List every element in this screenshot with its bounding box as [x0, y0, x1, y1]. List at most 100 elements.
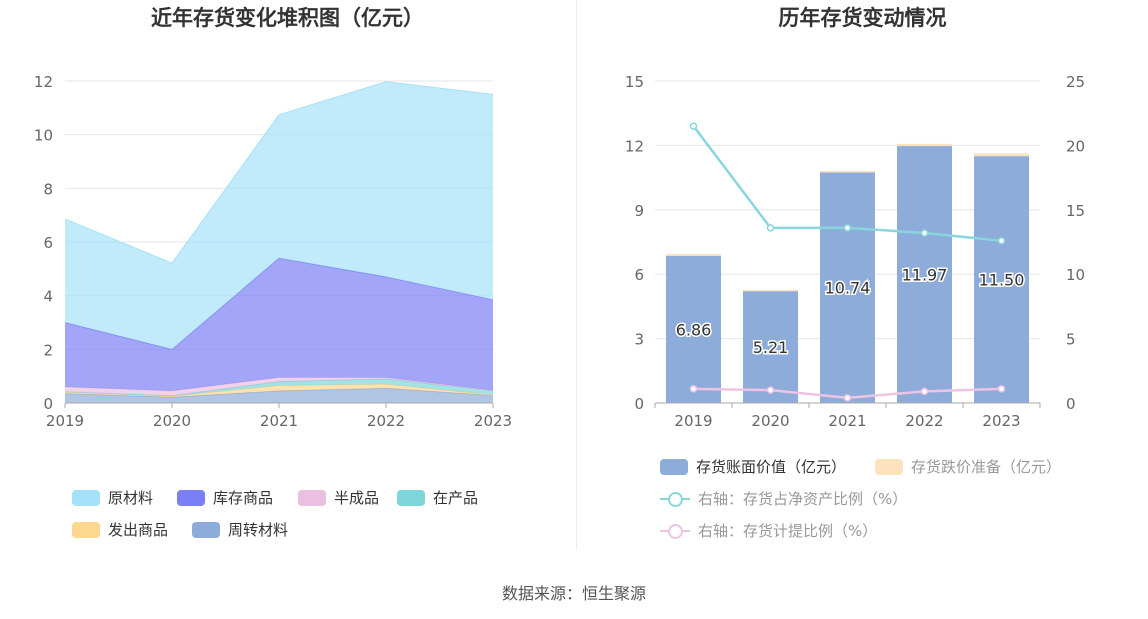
- legend-label: 原材料: [108, 489, 154, 507]
- bar-impairment: [666, 254, 721, 256]
- bar-value-label: 11.97: [902, 266, 948, 285]
- bar-book-value: [743, 291, 798, 403]
- bar-line-chart-panel: 历年存货变动情况 0 3 6 9 12 15 0 5 10 15 20 25 6.86 5.21 10.74…: [577, 0, 1148, 560]
- bar-value-label: 10.74: [825, 279, 871, 298]
- legend-line-swatch: [660, 523, 690, 539]
- bar-value-label: 5.21: [753, 338, 789, 357]
- x-tick-label: 2020: [153, 412, 191, 430]
- line-point: [689, 385, 698, 393]
- x-tick-label: 2021: [828, 412, 866, 430]
- line-point: [843, 394, 852, 402]
- y-left-tick-label: 15: [625, 73, 644, 91]
- x-tick-label: 2020: [751, 412, 789, 430]
- x-tick-label: 2022: [367, 412, 405, 430]
- y-right-tick-label: 10: [1066, 266, 1085, 284]
- x-tick-label: 2019: [46, 412, 84, 430]
- line-point: [997, 385, 1006, 393]
- legend-item-provision-ratio[interactable]: 右轴：存货计提比例（%）: [660, 520, 877, 541]
- area-库存商品: [65, 258, 493, 391]
- bar-book-value: [897, 146, 952, 403]
- bar-line-chart: 0 3 6 9 12 15 0 5 10 15 20 25 6.86 5.21 10.74 11.97 11.5…: [625, 73, 1085, 430]
- legend-label: 发出商品: [108, 521, 169, 539]
- left-chart-title: 近年存货变化堆积图（亿元）: [151, 6, 424, 30]
- bar-value-label: 6.86: [676, 320, 712, 339]
- legend-label: 右轴：存货占净资产比例（%）: [698, 490, 908, 508]
- legend-item-inventory-goods[interactable]: 库存商品: [177, 487, 273, 508]
- x-tick-label: 2022: [905, 412, 943, 430]
- area-原材料: [65, 81, 493, 350]
- right-legend: 存货账面价值（亿元） 存货跌价准备（亿元） 右轴：存货占净资产比例（%） 右轴：…: [577, 0, 1148, 560]
- y-tick-label: 2: [43, 341, 53, 359]
- y-right-tick-label: 0: [1066, 395, 1076, 413]
- area-edge-原材料: [64, 81, 494, 264]
- legend-label: 在产品: [433, 489, 479, 507]
- legend-item-semi-finished[interactable]: 半成品: [298, 487, 379, 508]
- bar-value-label: 11.50: [979, 271, 1025, 290]
- legend-item-revolving-materials[interactable]: 周转材料: [192, 519, 288, 540]
- panel-divider: [576, 0, 577, 550]
- x-tick-label: 2019: [674, 412, 712, 430]
- y-right-tick-label: 5: [1066, 331, 1076, 349]
- line-point: [766, 224, 775, 232]
- y-left-tick-label: 6: [634, 266, 644, 284]
- legend-swatch: [298, 489, 326, 506]
- legend-label: 右轴：存货计提比例（%）: [698, 522, 878, 540]
- bar-impairment: [897, 143, 952, 147]
- legend-swatch: [397, 489, 425, 506]
- legend-item-raw-materials[interactable]: 原材料: [72, 487, 153, 508]
- y-left-tick-label: 3: [634, 331, 644, 349]
- left-legend: 原材料 库存商品 半成品 在产品 发出商品 周转材料: [0, 0, 575, 560]
- y-tick-label: 0: [43, 395, 53, 413]
- legend-item-book-value[interactable]: 存货账面价值（亿元）: [660, 456, 846, 477]
- area-在产品: [65, 378, 493, 397]
- legend-item-goods-shipped[interactable]: 发出商品: [72, 519, 168, 540]
- x-tick-label: 2023: [982, 412, 1020, 430]
- legend-swatch: [177, 489, 205, 506]
- bar-book-value: [974, 156, 1029, 403]
- legend-swatch: [192, 521, 220, 538]
- line-point: [843, 224, 852, 232]
- legend-label: 存货账面价值（亿元）: [696, 458, 847, 476]
- legend-item-inventory-net-assets-ratio[interactable]: 右轴：存货占净资产比例（%）: [660, 488, 907, 509]
- bar-impairment: [820, 170, 875, 173]
- line-point: [997, 236, 1006, 245]
- bar-book-value: [820, 172, 875, 403]
- data-source-note: 数据来源：恒生聚源: [501, 584, 646, 603]
- y-tick-label: 12: [34, 73, 53, 91]
- y-tick-label: 10: [34, 127, 53, 145]
- line-point: [766, 386, 775, 394]
- legend-label: 半成品: [334, 489, 380, 507]
- legend-label: 库存商品: [213, 489, 274, 507]
- line-point: [920, 387, 929, 396]
- area-发出商品: [65, 384, 493, 398]
- legend-line-swatch: [660, 491, 690, 507]
- y-right-tick-label: 20: [1066, 137, 1085, 155]
- stacked-area-chart: 0 2 4 6 8 10 12 2019 2020 2021 2022 2023: [34, 73, 512, 430]
- y-left-tick-label: 9: [634, 202, 644, 220]
- x-tick-label: 2023: [474, 412, 512, 430]
- line-point: [920, 229, 929, 237]
- y-right-tick-label: 15: [1066, 202, 1085, 220]
- legend-swatch: [875, 458, 903, 475]
- legend-item-work-in-progress[interactable]: 在产品: [397, 487, 478, 508]
- legend-swatch: [660, 458, 688, 475]
- bar-book-value: [666, 255, 721, 403]
- legend-item-impairment[interactable]: 存货跌价准备（亿元）: [875, 456, 1061, 477]
- y-tick-label: 6: [43, 234, 53, 252]
- legend-label: 存货跌价准备（亿元）: [911, 458, 1062, 476]
- x-tick-label: 2021: [260, 412, 298, 430]
- y-tick-label: 4: [43, 288, 53, 306]
- right-chart-title: 历年存货变动情况: [778, 6, 947, 30]
- y-tick-label: 8: [43, 180, 53, 198]
- stacked-area-chart-panel: 近年存货变化堆积图（亿元） 0 2 4 6 8 10 12 2019 2020 2021 2022 2…: [0, 0, 575, 560]
- legend-label: 周转材料: [228, 521, 289, 539]
- legend-swatch: [72, 521, 100, 538]
- y-left-tick-label: 12: [625, 137, 644, 155]
- y-left-tick-label: 0: [634, 395, 644, 413]
- legend-swatch: [72, 489, 100, 506]
- area-周转材料: [65, 388, 493, 403]
- bar-impairment: [974, 153, 1029, 157]
- line-point: [689, 122, 698, 130]
- bar-impairment: [743, 289, 798, 292]
- y-right-tick-label: 25: [1066, 73, 1085, 91]
